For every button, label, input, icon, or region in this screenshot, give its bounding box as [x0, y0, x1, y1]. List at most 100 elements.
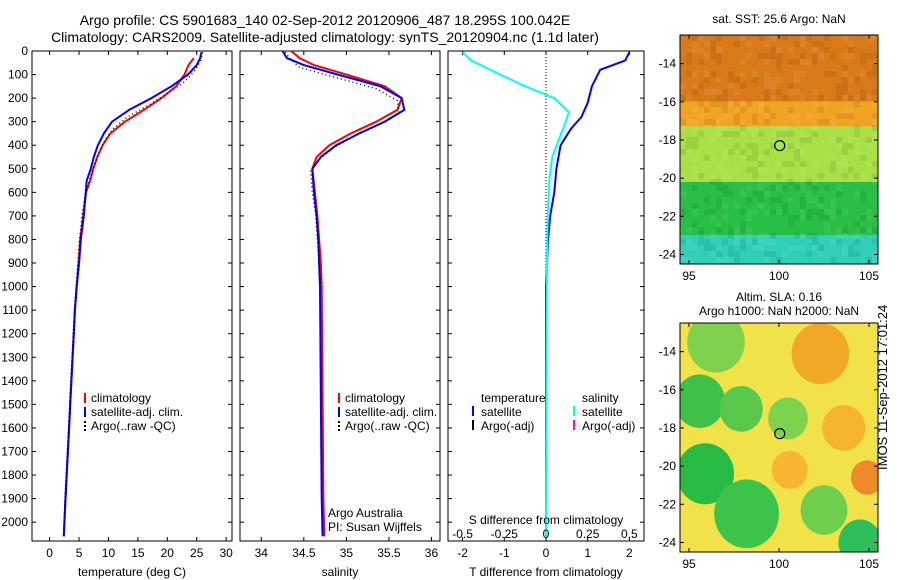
field-cell: [716, 197, 722, 203]
field-cell: [758, 191, 764, 197]
field-cell: [788, 59, 794, 65]
field-cell: [866, 53, 872, 59]
sla-patch: [791, 323, 850, 385]
field-cell: [740, 131, 746, 137]
y-tick-label: 900: [8, 256, 28, 270]
panel-annotation: PI: Susan Wijffels: [328, 520, 422, 534]
field-cell: [764, 209, 770, 215]
y-tick-label: 500: [8, 162, 28, 176]
field-cell: [830, 239, 836, 245]
series-line-temperature-satellite: [545, 51, 631, 537]
field-cell: [752, 167, 758, 173]
field-cell: [836, 143, 842, 149]
y-tick-label: 700: [8, 209, 28, 223]
field-cell: [770, 53, 776, 59]
legend-entry: satellite-adj. clim.: [91, 405, 183, 419]
field-cell: [728, 77, 734, 83]
field-cell: [836, 161, 842, 167]
x-tick-label: 100: [769, 269, 789, 283]
field-cell: [842, 143, 848, 149]
sst-band: [680, 126, 878, 182]
field-cell: [740, 221, 746, 227]
field-cell: [770, 77, 776, 83]
field-cell: [698, 47, 704, 53]
field-cell: [788, 89, 794, 95]
field-cell: [800, 167, 806, 173]
field-cell: [800, 215, 806, 221]
field-cell: [740, 155, 746, 161]
field-cell: [686, 137, 692, 143]
x-tick-label: 0: [46, 546, 53, 560]
field-cell: [752, 239, 758, 245]
field-cell: [734, 41, 740, 47]
field-cell: [764, 149, 770, 155]
field-cell: [788, 161, 794, 167]
field-cell: [704, 239, 710, 245]
field-cell: [734, 239, 740, 245]
x-tick-label: 35: [340, 546, 354, 560]
field-cell: [722, 239, 728, 245]
field-cell: [698, 227, 704, 233]
field-cell: [716, 227, 722, 233]
field-cell: [716, 53, 722, 59]
field-cell: [758, 107, 764, 113]
field-cell: [812, 245, 818, 251]
timestamp-side-label: IMOS 11-Sep-2012 17:01:24: [875, 304, 890, 470]
field-cell: [686, 71, 692, 77]
field-cell: [764, 233, 770, 239]
y-tick-label: 2000: [1, 515, 28, 529]
field-cell: [758, 155, 764, 161]
field-cell: [794, 119, 800, 125]
x-tick-label: 95: [682, 557, 696, 571]
y-tick-label: -14: [659, 345, 677, 359]
field-cell: [776, 53, 782, 59]
y-tick-label: 1000: [1, 280, 28, 294]
field-cell: [770, 173, 776, 179]
y-tick-label: -24: [659, 247, 677, 261]
y-tick-label: 1300: [1, 350, 28, 364]
x-tick-label: 34.5: [292, 546, 316, 560]
secondary-x-tick-label: -0.25: [491, 527, 519, 541]
field-cell: [710, 179, 716, 185]
field-cell: [680, 95, 686, 101]
field-cell: [722, 191, 728, 197]
field-cell: [728, 251, 734, 257]
field-cell: [818, 197, 824, 203]
field-cell: [764, 71, 770, 77]
field-cell: [824, 227, 830, 233]
field-cell: [728, 71, 734, 77]
field-cell: [740, 245, 746, 251]
field-cell: [722, 167, 728, 173]
field-cell: [740, 209, 746, 215]
secondary-x-tick-label: -0.5: [452, 527, 473, 541]
field-cell: [860, 227, 866, 233]
field-cell: [746, 227, 752, 233]
field-cell: [866, 215, 872, 221]
field-cell: [692, 185, 698, 191]
field-cell: [776, 89, 782, 95]
field-cell: [758, 185, 764, 191]
field-cell: [842, 209, 848, 215]
field-cell: [818, 251, 824, 257]
field-cell: [704, 155, 710, 161]
legend-heading: temperature: [481, 391, 546, 405]
field-cell: [746, 215, 752, 221]
map-panel-1: 95 100 105 -14 -16 -18 -20 -22 -24 sat. SST: 25.6…: [659, 12, 880, 283]
secondary-x-tick-label: 0.25: [576, 527, 600, 541]
field-cell: [872, 119, 878, 125]
field-cell: [716, 89, 722, 95]
field-cell: [794, 113, 800, 119]
plot-frame: [31, 50, 233, 542]
field-cell: [854, 191, 860, 197]
field-cell: [764, 53, 770, 59]
field-cell: [848, 143, 854, 149]
field-cell: [830, 257, 836, 263]
x-tick-label: 0: [543, 546, 550, 560]
field-cell: [686, 59, 692, 65]
field-cell: [782, 95, 788, 101]
field-cell: [836, 233, 842, 239]
field-cell: [842, 89, 848, 95]
field-cell: [734, 233, 740, 239]
legend-entry: Argo(..raw -QC): [91, 419, 176, 433]
field-cell: [746, 209, 752, 215]
